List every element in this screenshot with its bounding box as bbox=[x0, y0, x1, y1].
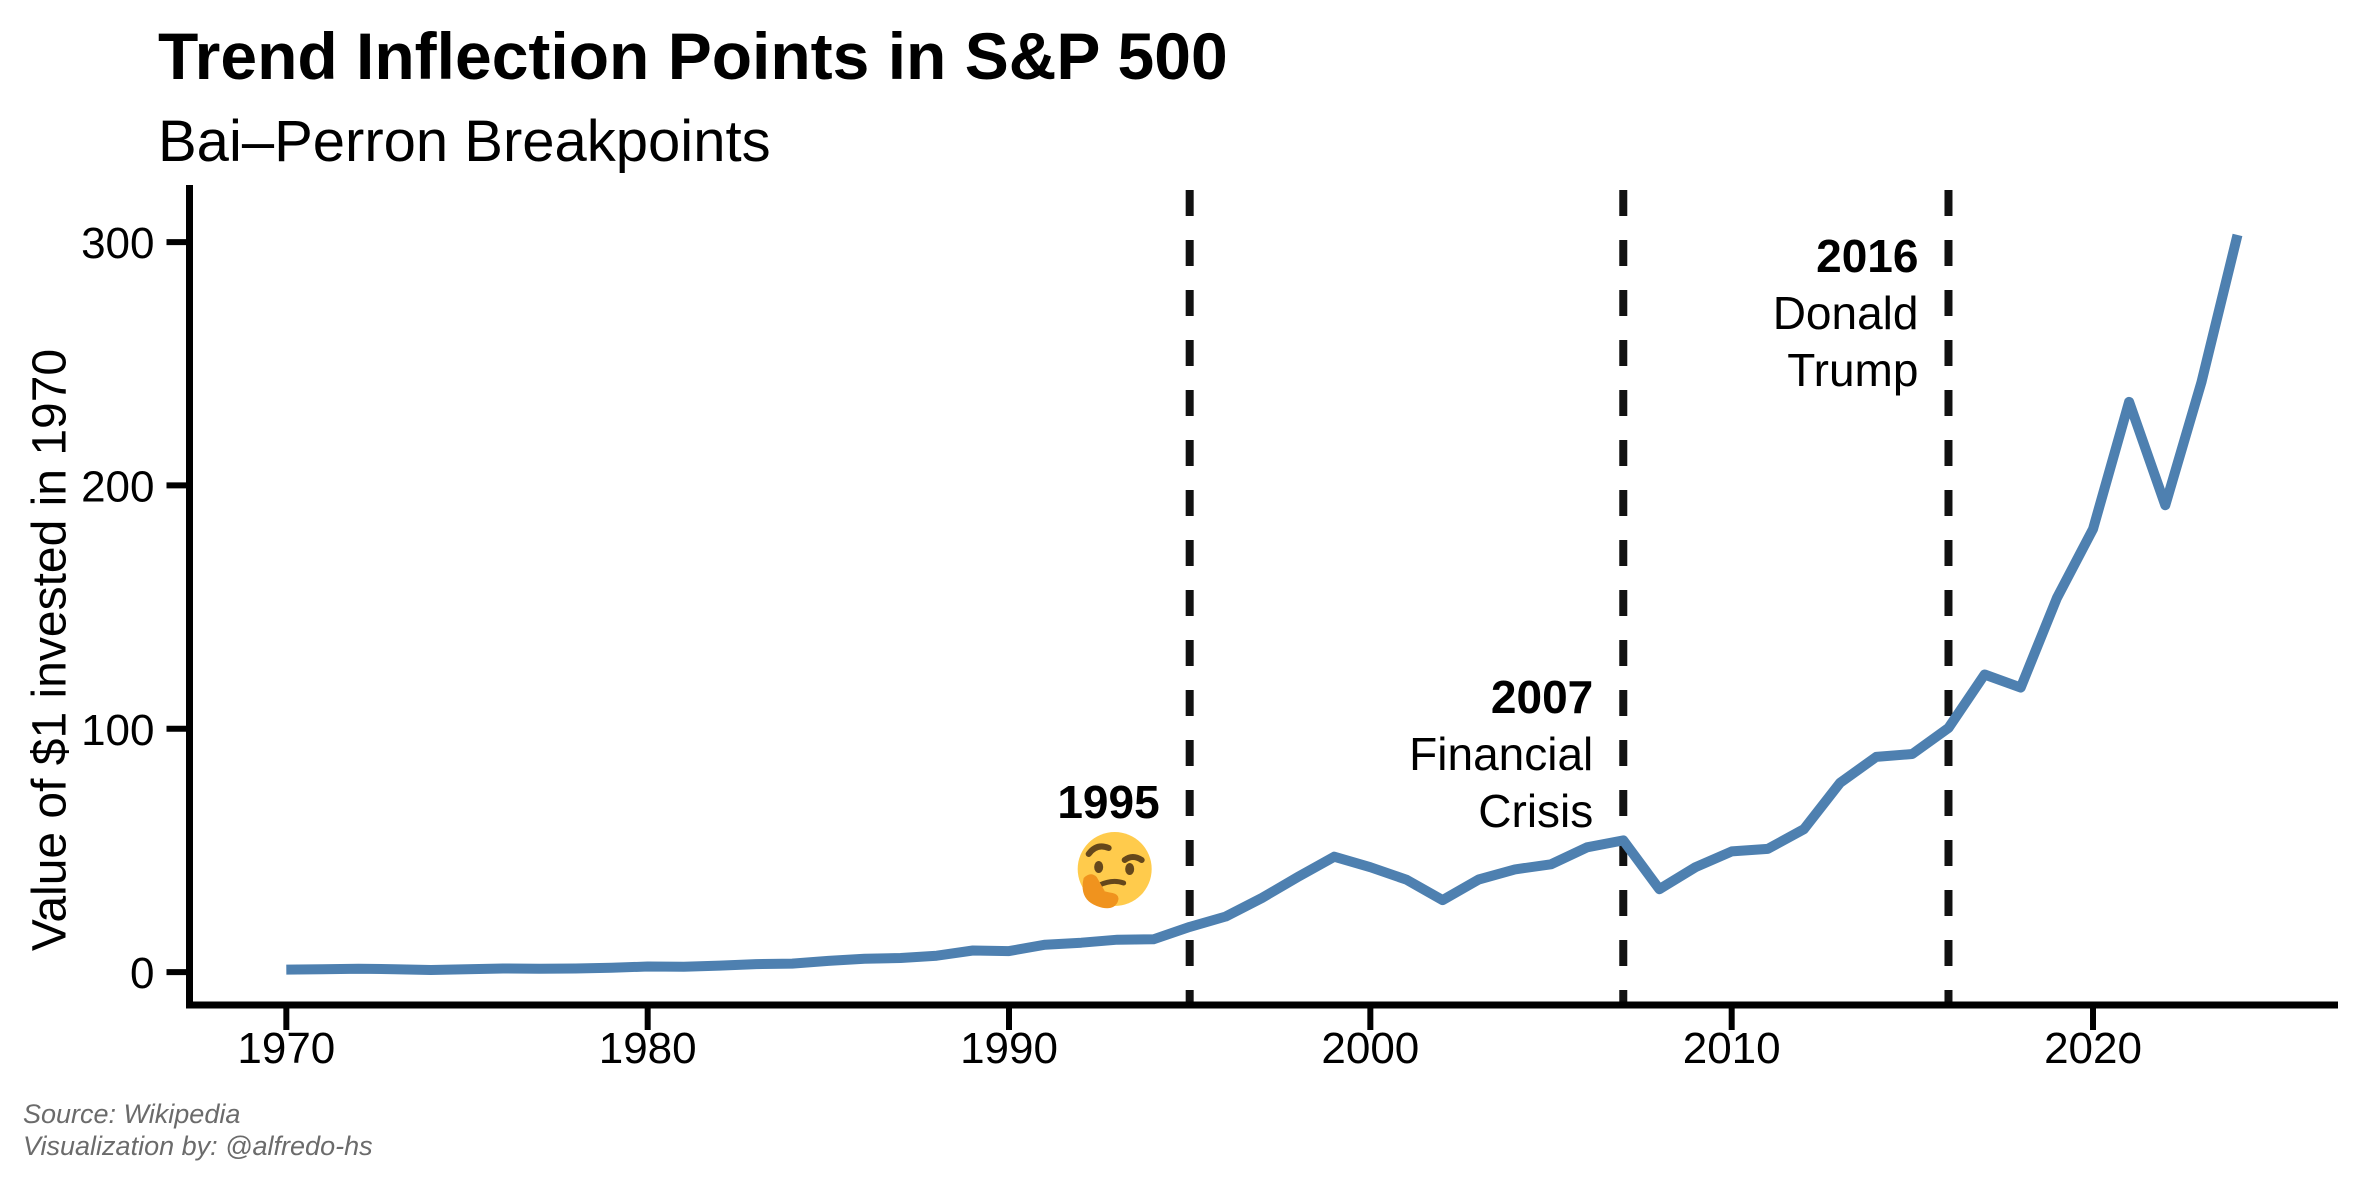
annotation-2007-line-1: Financial bbox=[1409, 728, 1593, 780]
annotation-2016-line-2: Trump bbox=[1787, 344, 1918, 396]
annotation-1995-year: 1995 bbox=[1057, 776, 1159, 828]
y-tick-label-100: 100 bbox=[81, 706, 154, 755]
y-tick-label-300: 300 bbox=[81, 219, 154, 268]
x-tick-label-2020: 2020 bbox=[2044, 1024, 2142, 1073]
caption-source: Source: Wikipedia bbox=[23, 1099, 241, 1129]
x-tick-label-2010: 2010 bbox=[1683, 1024, 1781, 1073]
caption: Source: Wikipedia Visualization by: @alf… bbox=[23, 1098, 373, 1162]
thinking-face-emoji bbox=[1077, 832, 1152, 909]
caption-credit: Visualization by: @alfredo-hs bbox=[23, 1131, 373, 1161]
chart-title: Trend Inflection Points in S&P 500 bbox=[158, 19, 1228, 93]
x-tick-label-2000: 2000 bbox=[1321, 1024, 1419, 1073]
x-tick-label-1980: 1980 bbox=[599, 1024, 697, 1073]
x-tick-label-1990: 1990 bbox=[960, 1024, 1058, 1073]
annotation-2016-year: 2016 bbox=[1816, 230, 1918, 282]
y-tick-label-200: 200 bbox=[81, 462, 154, 511]
x-tick-label-1970: 1970 bbox=[237, 1024, 335, 1073]
annotation-2007-line-2: Crisis bbox=[1478, 785, 1593, 837]
chart-subtitle: Bai–Perron Breakpoints bbox=[158, 109, 771, 174]
annotation-2016-line-1: Donald bbox=[1773, 287, 1919, 339]
sp500-line bbox=[286, 233, 2243, 975]
y-tick-label-0: 0 bbox=[130, 949, 154, 998]
annotation-2007-year: 2007 bbox=[1491, 671, 1593, 723]
